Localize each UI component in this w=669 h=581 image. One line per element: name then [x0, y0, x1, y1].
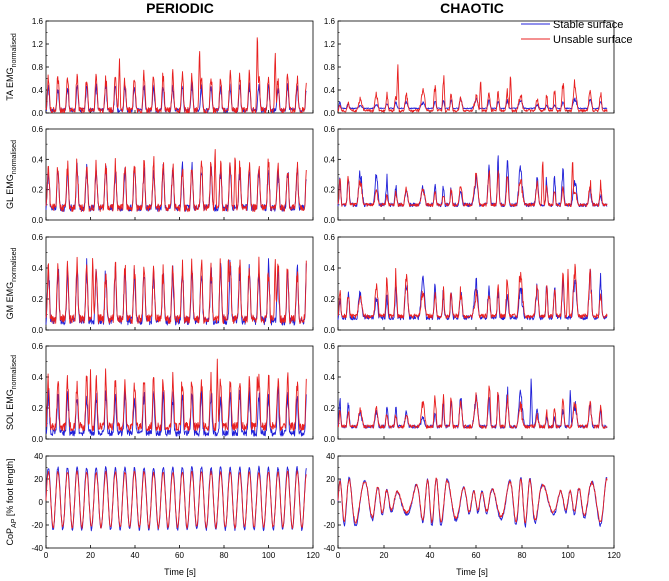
series-line-unstable [45, 37, 307, 114]
y-tick-label: 0.0 [324, 109, 336, 118]
y-tick-label: 20 [326, 475, 335, 484]
x-tick-label: 100 [262, 551, 276, 560]
plot-frame [45, 20, 314, 114]
legend-label-stable: Stable surface [553, 19, 623, 31]
x-tick-label: 60 [472, 551, 481, 560]
y-tick-label: 0.4 [32, 155, 44, 164]
x-axis-label-chaotic: Time [s] [456, 567, 488, 577]
series-line-stable [337, 476, 608, 528]
x-tick-label: 20 [380, 551, 389, 560]
x-tick-label: 60 [175, 551, 184, 560]
y-tick-label: 0.4 [324, 155, 336, 164]
x-tick-label: 40 [426, 551, 435, 560]
y-tick-label: 0.6 [32, 125, 44, 134]
series-line-unstable [45, 358, 307, 432]
y-tick-label: 0.2 [32, 295, 44, 304]
y-tick-label: 0.4 [324, 373, 336, 382]
x-tick-label: 80 [220, 551, 229, 560]
panel-gm-periodic: 0.0 0.2 0.4 0.6 [32, 233, 314, 335]
series-line-stable [337, 97, 608, 110]
panel-gm-chaotic: 0.0 0.2 0.4 0.6 [324, 233, 615, 335]
y-tick-label: 1.2 [324, 40, 336, 49]
y-tick-label: 0.4 [324, 86, 336, 95]
x-tick-label: 20 [86, 551, 95, 560]
panel-sol-periodic: 0.0 0.2 0.4 0.6 [32, 342, 314, 444]
y-tick-label: 0 [39, 498, 44, 507]
x-tick-label: 120 [607, 551, 621, 560]
y-tick-label: 40 [326, 452, 335, 461]
y-tick-label: 40 [34, 452, 43, 461]
y-tick-label: 0.6 [32, 233, 44, 242]
panel-gl-periodic: 0.0 0.2 0.4 0.6 [32, 125, 314, 225]
y-tick-label: 0.6 [32, 342, 44, 351]
x-tick-label: 40 [131, 551, 140, 560]
y-tick-label: 0.8 [32, 63, 44, 72]
legend: Stable surface Unsable surface [521, 19, 633, 46]
y-tick-label: 1.6 [32, 17, 44, 26]
y-tick-label: 1.2 [32, 40, 44, 49]
series-line-unstable [337, 64, 608, 113]
y-tick-label: 0.0 [32, 326, 44, 335]
y-tick-label: 1.6 [324, 17, 336, 26]
series-line-unstable [337, 263, 608, 319]
y-tick-label: 0.8 [324, 63, 336, 72]
y-tick-label: 0.0 [324, 326, 336, 335]
panel-ta-periodic: 0.0 0.4 0.8 1.2 1.6 [32, 17, 314, 118]
y-tick-label: 20 [34, 475, 43, 484]
y-tick-label: 0.0 [324, 435, 336, 444]
x-tick-label: 0 [336, 551, 341, 560]
panel-gl-chaotic: 0.0 0.2 0.4 0.6 [324, 125, 615, 225]
y-tick-label: 0.4 [324, 264, 336, 273]
y-tick-label: -20 [323, 521, 335, 530]
y-tick-label: -40 [31, 544, 43, 553]
series-line-unstable [45, 149, 307, 213]
y-tick-label: 0.2 [324, 186, 336, 195]
y-axis-label-cop: CoPAP [% foot length] [5, 459, 18, 546]
panel-ta-chaotic: 0.0 0.4 0.8 1.2 1.6 [324, 17, 615, 118]
x-tick-label: 100 [561, 551, 575, 560]
y-tick-label: -20 [31, 521, 43, 530]
y-tick-label: 0.2 [32, 186, 44, 195]
y-tick-label: 0.6 [324, 342, 336, 351]
series-line-unstable [337, 385, 608, 429]
y-tick-label: 0.6 [324, 125, 336, 134]
panel-cop-chaotic: -40 -20 0 20 40 0 20 40 60 80 100 120 [323, 452, 621, 560]
panel-sol-chaotic: 0.0 0.2 0.4 0.6 [324, 342, 615, 444]
y-tick-label: 0.2 [32, 404, 44, 413]
x-axis-label-periodic: Time [s] [164, 567, 196, 577]
legend-label-unstable: Unsable surface [553, 34, 633, 46]
y-tick-label: 0.0 [32, 435, 44, 444]
y-axis-label-sol: SOL EMGnormalised [5, 355, 18, 430]
y-tick-label: 0.0 [32, 216, 44, 225]
y-axis-label-ta: TA EMGnormalised [5, 33, 18, 101]
series-line-unstable [337, 477, 608, 524]
series-line-unstable [45, 470, 307, 530]
x-tick-label: 80 [518, 551, 527, 560]
y-tick-label: 0.2 [324, 295, 336, 304]
y-tick-label: 0.0 [32, 109, 44, 118]
x-tick-label: 0 [44, 551, 49, 560]
y-tick-label: 0.4 [32, 264, 44, 273]
y-tick-label: 0.0 [324, 216, 336, 225]
panel-cop-periodic: -40 -20 0 20 40 0 20 40 60 80 100 120 [31, 452, 320, 560]
x-tick-label: 120 [306, 551, 320, 560]
y-tick-label: 0.6 [324, 233, 336, 242]
y-tick-label: 0.4 [32, 373, 44, 382]
column-title-chaotic: CHAOTIC [440, 0, 504, 16]
y-axis-label-gl: GL EMGnormalised [5, 140, 18, 209]
series-line-unstable [45, 256, 307, 325]
y-tick-label: 0 [331, 498, 336, 507]
column-title-periodic: PERIODIC [146, 0, 214, 16]
y-tick-label: -40 [323, 544, 335, 553]
series-line-stable [45, 386, 307, 437]
y-axis-label-gm: GM EMGnormalised [5, 248, 18, 320]
series-line-unstable [337, 161, 608, 207]
y-tick-label: 0.4 [32, 86, 44, 95]
y-tick-label: 0.2 [324, 404, 336, 413]
